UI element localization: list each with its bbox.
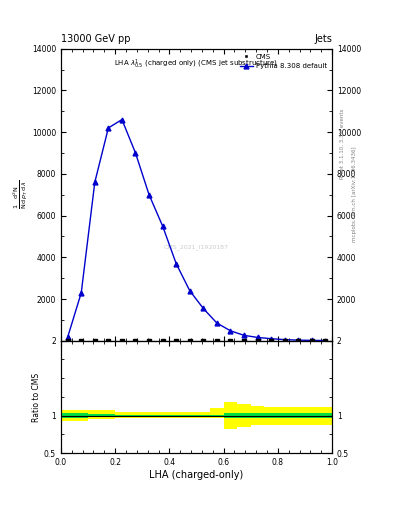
- Pythia 8.308 default: [160, 223, 165, 229]
- Pythia 8.308 default: [65, 334, 70, 340]
- Pythia 8.308 default: [282, 336, 287, 343]
- Text: Jets: Jets: [314, 33, 332, 44]
- Text: Rivet 3.1.10, 3.3M events: Rivet 3.1.10, 3.3M events: [340, 108, 345, 179]
- Pythia 8.308 default: [255, 334, 260, 340]
- Pythia 8.308 default: [242, 332, 246, 338]
- Pythia 8.308 default: [309, 337, 314, 344]
- CMS: [242, 337, 246, 344]
- CMS: [65, 337, 70, 344]
- CMS: [215, 337, 219, 344]
- CMS: [296, 337, 301, 344]
- Line: Pythia 8.308 default: Pythia 8.308 default: [65, 117, 328, 343]
- Pythia 8.308 default: [323, 337, 328, 344]
- CMS: [269, 337, 274, 344]
- CMS: [174, 337, 178, 344]
- Pythia 8.308 default: [201, 305, 206, 311]
- CMS: [147, 337, 151, 344]
- Text: 13000 GeV pp: 13000 GeV pp: [61, 33, 130, 44]
- Y-axis label: $\frac{1}{\mathrm{N}}\frac{\mathrm{d}^2\mathrm{N}}{\mathrm{d}\,p_T\,\mathrm{d}\,: $\frac{1}{\mathrm{N}}\frac{\mathrm{d}^2\…: [12, 180, 30, 209]
- CMS: [309, 337, 314, 344]
- Pythia 8.308 default: [119, 117, 124, 123]
- Line: CMS: CMS: [66, 339, 327, 343]
- Pythia 8.308 default: [147, 191, 151, 198]
- Text: mcplots.cern.ch [arXiv:1306.3436]: mcplots.cern.ch [arXiv:1306.3436]: [352, 147, 357, 242]
- CMS: [160, 337, 165, 344]
- Pythia 8.308 default: [228, 328, 233, 334]
- CMS: [282, 337, 287, 344]
- CMS: [187, 337, 192, 344]
- Pythia 8.308 default: [269, 335, 274, 342]
- Pythia 8.308 default: [174, 261, 178, 267]
- Text: CMS_2021_I1920187: CMS_2021_I1920187: [164, 244, 229, 250]
- Pythia 8.308 default: [296, 337, 301, 343]
- Text: LHA $\lambda^1_{0.5}$ (charged only) (CMS jet substructure): LHA $\lambda^1_{0.5}$ (charged only) (CM…: [114, 57, 279, 71]
- CMS: [133, 337, 138, 344]
- Pythia 8.308 default: [79, 290, 84, 296]
- CMS: [79, 337, 84, 344]
- Legend: CMS, Pythia 8.308 default: CMS, Pythia 8.308 default: [237, 51, 330, 72]
- Pythia 8.308 default: [92, 179, 97, 185]
- Pythia 8.308 default: [187, 288, 192, 294]
- CMS: [201, 337, 206, 344]
- Pythia 8.308 default: [215, 320, 219, 326]
- X-axis label: LHA (charged-only): LHA (charged-only): [149, 470, 244, 480]
- Pythia 8.308 default: [106, 125, 111, 131]
- CMS: [106, 337, 111, 344]
- CMS: [323, 337, 328, 344]
- CMS: [228, 337, 233, 344]
- Pythia 8.308 default: [133, 150, 138, 156]
- CMS: [119, 337, 124, 344]
- CMS: [255, 337, 260, 344]
- Y-axis label: Ratio to CMS: Ratio to CMS: [32, 372, 41, 421]
- CMS: [92, 337, 97, 344]
